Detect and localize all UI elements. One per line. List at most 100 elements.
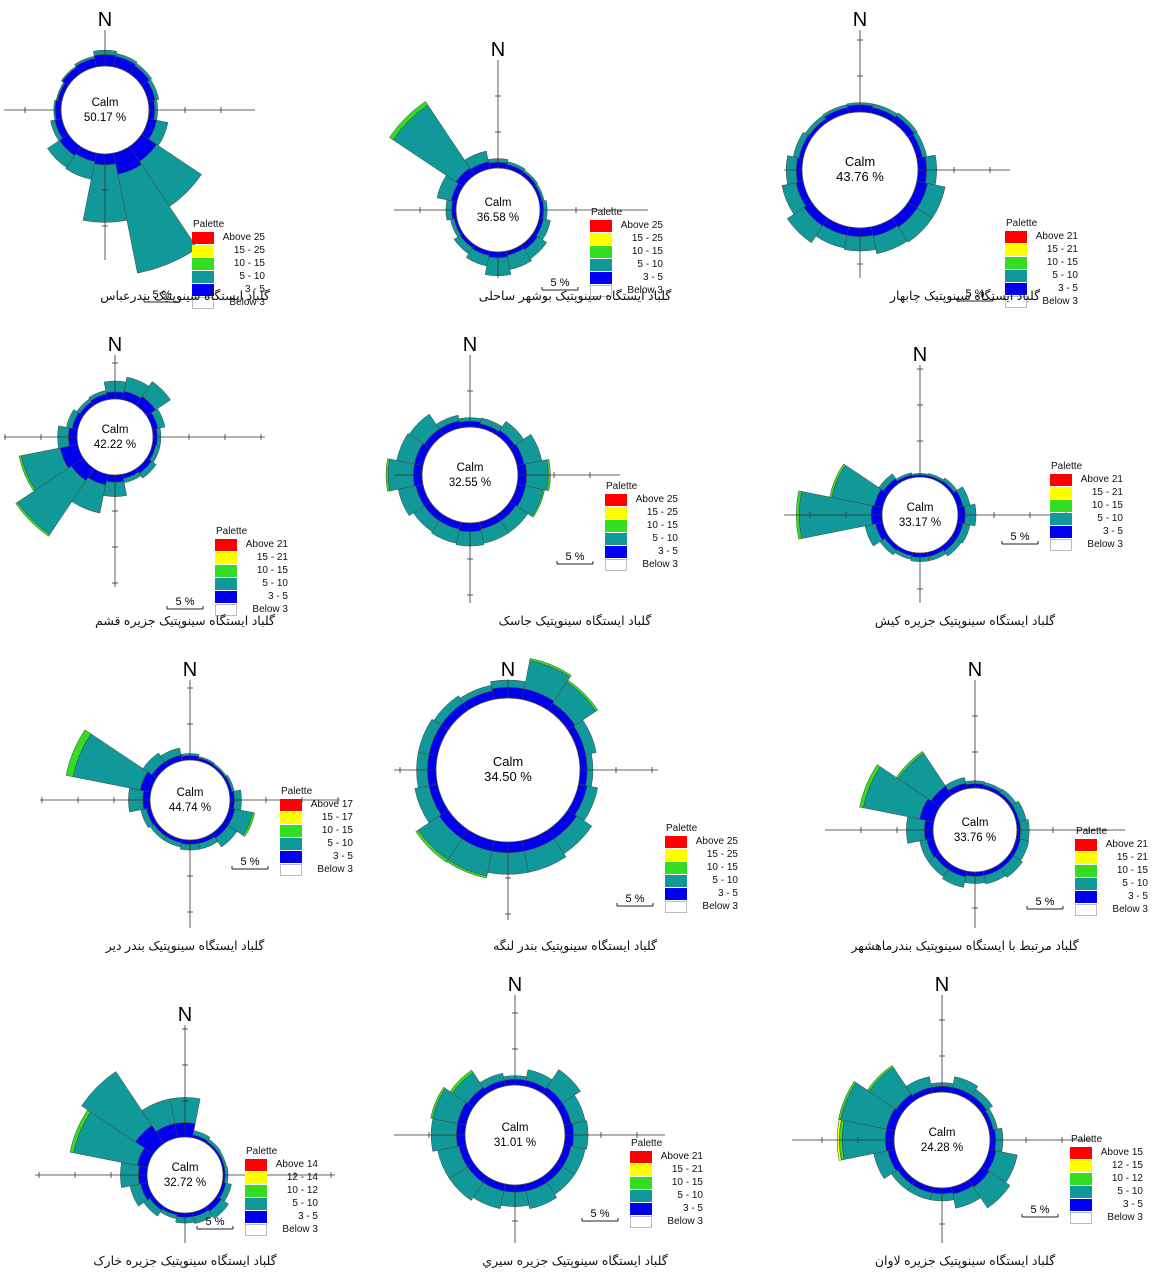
legend-label: 15 - 25 [631,233,663,244]
calm-label: Calm [493,754,523,769]
calm-percent: 31.01 % [494,1137,536,1149]
legend-label: Below 3 [1112,904,1148,915]
wind-rose-sirri-island: Calm 31.01 % N 5 % Palette Above 21 15 - 21 10 … [390,965,760,1280]
legend-title: Palette [1006,218,1038,229]
sector-group [47,49,202,274]
legend-swatch [280,837,302,850]
calm-circle [146,1136,224,1214]
legend-row: 3 - 5 [605,545,678,558]
scale-label: 5 % [1036,896,1055,908]
wind-rose-bandar-deyr: Calm 44.74 % N 5 % Palette Above 17 15 - 17 10 … [0,650,370,965]
legend-row: 5 - 10 [665,874,738,887]
legend-swatch [192,244,214,257]
legend-swatch [1075,851,1097,864]
axes [4,355,265,587]
calm-circle [421,426,519,524]
legend-swatch [590,245,612,258]
scale-label: 5 % [566,551,585,563]
sector-15-band-2 [74,55,96,67]
legend-swatch [1075,903,1097,916]
calm-percent: 32.55 % [449,477,491,489]
scale-label: 5 % [626,893,645,905]
legend-row: Above 21 [215,538,288,551]
legend-row: 15 - 21 [1050,486,1123,499]
legend-swatch [192,296,214,309]
legend-label: 5 - 10 [677,1190,703,1201]
legend-row: 10 - 12 [1070,1172,1143,1185]
sector-15-band-2 [895,472,913,482]
legend-row: 15 - 25 [665,848,738,861]
legend-label: Above 25 [222,232,265,243]
wind-rose-chabahar: Calm 43.76 % N 5 % Palette Above 21 15 - 21 10 … [780,0,1150,315]
legend-row: 5 - 10 [280,837,353,850]
wind-rose-bandar-lengeh: Calm 34.50 % N 5 % Palette Above 25 15 - 25 10 … [390,650,760,965]
legend-swatch [605,532,627,545]
axes [394,60,648,278]
wind-rose-qeshm-island: Calm 42.22 % N 5 % Palette Above 21 15 - 21 10 … [0,325,370,640]
scale-label: 5 % [206,1216,225,1228]
sector-14-band-3 [449,1069,474,1094]
legend-swatch [590,258,612,271]
legend-row: Below 3 [192,296,265,309]
legend-swatch [665,848,687,861]
sector-5-band-3 [531,489,545,518]
legend-label: 3 - 5 [297,1211,318,1222]
calm-circle [464,1084,566,1186]
sector-15-band-2 [435,414,460,430]
legend-swatch [605,493,627,506]
legend-swatch [1050,538,1072,551]
axes [825,680,1125,928]
sector-11-band-3 [18,455,36,492]
wind-rose-plot: Calm 36.58 % N 5 % [389,39,648,291]
legend-swatch [1075,890,1097,903]
axes [394,355,620,603]
station-caption: گلباد ایستگاه سینوپتیک بندرعباس [100,289,270,303]
sector-15-band-2 [944,777,966,791]
legend-row: 3 - 5 [665,887,738,900]
legend-row: 3 - 5 [1070,1198,1143,1211]
sector-15-band-2 [464,150,489,170]
legend-label: 5 - 10 [327,838,353,849]
legend-swatch [1050,499,1072,512]
legend-row: Below 3 [1005,295,1078,308]
legend-swatch [605,519,627,532]
legend-label: 3 - 5 [1122,1199,1143,1210]
legend-label: Above 17 [310,799,353,810]
legend-swatch [215,603,237,616]
legend-label: 3 - 5 [1102,526,1123,537]
legend-label: 5 - 10 [262,578,288,589]
legend-swatch [215,564,237,577]
legend-swatch [1050,473,1072,486]
sector-5-band-3 [242,812,255,837]
legend-label: 5 - 10 [652,533,678,544]
sector-1-band-3 [529,658,572,678]
legend-label: 10 - 15 [631,246,663,257]
legend-row: Above 17 [280,798,353,811]
legend-row: Above 25 [605,493,678,506]
legend-label: 12 - 14 [286,1172,318,1183]
wind-rose-bandar-abbas: Calm 50.17 % N 5 % Palette Above 25 15 - 25 10 … [0,0,370,315]
scale-label: 5 % [966,288,985,300]
sector-10-band-3 [415,829,449,863]
legend-swatch [192,283,214,296]
calm-circle [435,697,581,843]
axes [784,365,1070,603]
legend-swatch [280,850,302,863]
calm-label: Calm [929,1127,956,1139]
calm-percent: 33.17 % [899,517,941,529]
legend-label: Above 21 [660,1151,703,1162]
legend-swatch [215,590,237,603]
legend-swatch [245,1171,267,1184]
calm-percent: 34.50 % [484,769,532,784]
legend-swatch [1005,230,1027,243]
legend-swatch [245,1197,267,1210]
legend-swatch [630,1150,652,1163]
legend-swatch [1075,864,1097,877]
station-caption: گلباد ایستگاه سینوپتیک جزیره سیري [482,1254,668,1268]
legend-label: Below 3 [282,1224,318,1235]
legend-swatch [630,1202,652,1215]
legend-label: 15 - 21 [1091,487,1123,498]
legend-label: Below 3 [252,604,288,615]
axes [784,30,1010,278]
legend-row: 10 - 15 [630,1176,703,1189]
